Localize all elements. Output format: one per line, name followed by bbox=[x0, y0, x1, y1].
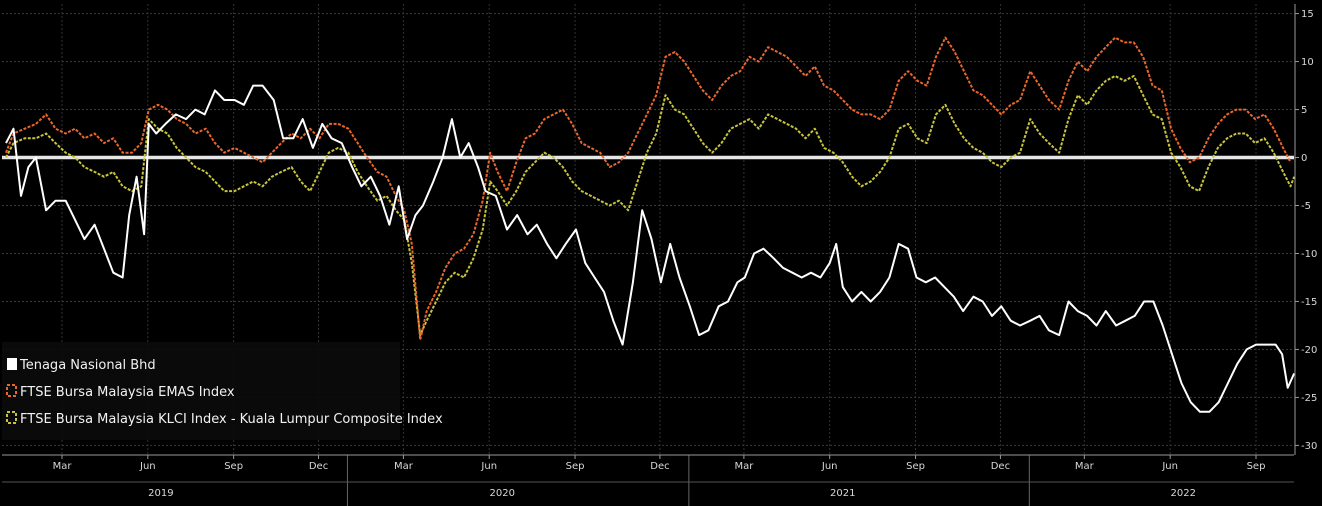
x-tick-label: Dec bbox=[991, 461, 1010, 472]
x-tick-label: Sep bbox=[224, 461, 243, 472]
x-tick-label: Mar bbox=[1075, 461, 1095, 472]
series-line-tenaga bbox=[5, 84, 1296, 413]
x-tick-label: Dec bbox=[309, 461, 328, 472]
y-tick-label: 10 bbox=[1301, 57, 1314, 68]
x-tick-label: Sep bbox=[906, 461, 925, 472]
y-tick-label: -5 bbox=[1301, 201, 1311, 212]
x-tick-label: Jun bbox=[480, 461, 497, 472]
legend-label-klci: FTSE Bursa Malaysia KLCI Index - Kuala L… bbox=[20, 412, 443, 427]
x-tick-label: Mar bbox=[53, 461, 73, 472]
x-tick-label: Mar bbox=[394, 461, 414, 472]
y-tick-label: -10 bbox=[1301, 249, 1317, 260]
year-separators bbox=[346, 455, 1030, 506]
x-tick-label: Jun bbox=[821, 461, 838, 472]
x-tick-label: Jun bbox=[139, 461, 156, 472]
x-tick-label: Jun bbox=[1161, 461, 1178, 472]
x-tick-label: Dec bbox=[650, 461, 669, 472]
series-layer bbox=[5, 36, 1296, 413]
legend: Tenaga Nasional Bhd FTSE Bursa Malaysia … bbox=[2, 342, 443, 440]
y-tick-label: 5 bbox=[1301, 105, 1307, 116]
x-year-label: 2020 bbox=[490, 488, 515, 499]
x-tick-label: Mar bbox=[734, 461, 754, 472]
legend-label-emas: FTSE Bursa Malaysia EMAS Index bbox=[20, 385, 235, 400]
legend-background bbox=[2, 342, 400, 440]
series-line-klci bbox=[5, 75, 1296, 337]
y-tick-label: 0 bbox=[1301, 153, 1307, 164]
x-tick-label: Sep bbox=[1247, 461, 1266, 472]
x-tick-label: Sep bbox=[566, 461, 585, 472]
y-axis: 15 10 5 0 -5 -10 -15 -20 -25 -30 bbox=[1294, 4, 1317, 455]
x-year-label: 2021 bbox=[830, 488, 855, 499]
y-tick-label: -30 bbox=[1301, 441, 1317, 452]
x-year-label: 2022 bbox=[1171, 488, 1196, 499]
y-tick-label: -20 bbox=[1301, 345, 1317, 356]
series-line-emas bbox=[5, 36, 1292, 341]
y-tick-label: -15 bbox=[1301, 297, 1317, 308]
legend-swatch-tenaga bbox=[7, 358, 17, 370]
y-tick-label: 15 bbox=[1301, 9, 1314, 20]
y-tick-label: -25 bbox=[1301, 393, 1317, 404]
legend-label-tenaga: Tenaga Nasional Bhd bbox=[19, 358, 156, 373]
x-year-label: 2019 bbox=[148, 488, 173, 499]
x-axis: Mar Jun Sep Dec Mar Jun Sep Dec Mar Jun Sep Dec Mar J… bbox=[2, 454, 1294, 499]
